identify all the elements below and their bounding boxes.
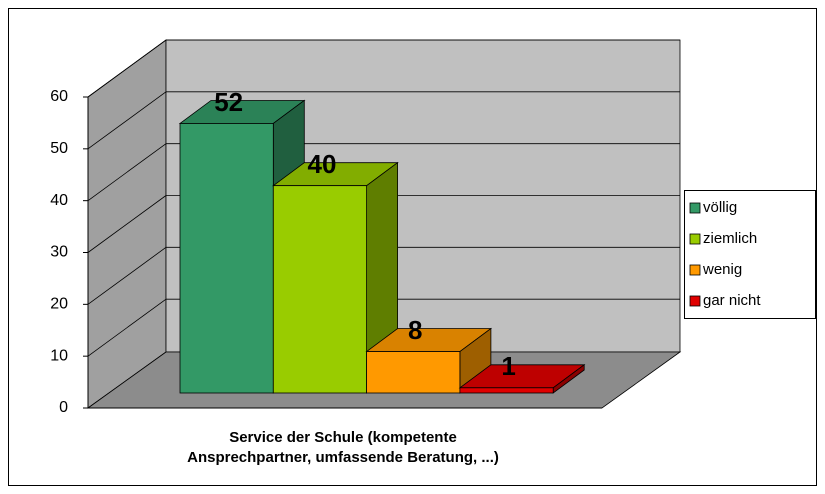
legend xyxy=(684,190,816,319)
bar xyxy=(365,327,493,394)
y-tick-label: 30 xyxy=(50,244,68,261)
bar-front xyxy=(272,185,367,394)
bar-front xyxy=(179,123,274,394)
bar xyxy=(458,364,586,394)
bar-front xyxy=(366,351,461,394)
legend-label: ziemlich xyxy=(703,230,757,247)
legend-swatch xyxy=(689,295,701,307)
data-label: 8 xyxy=(408,315,422,345)
legend-label: völlig xyxy=(703,199,737,216)
y-tick-label: 10 xyxy=(50,347,68,364)
y-tick-label: 0 xyxy=(59,399,68,416)
y-tick-label: 50 xyxy=(50,140,68,157)
grid-line xyxy=(87,39,167,98)
data-label: 1 xyxy=(501,351,515,381)
grid-line xyxy=(87,91,167,150)
data-label: 52 xyxy=(214,87,243,117)
x-tick-label: Service der Schule (kompetente Ansprechp… xyxy=(187,429,499,466)
y-tick-label: 20 xyxy=(50,296,68,313)
bar-front xyxy=(459,387,554,394)
legend-swatch xyxy=(689,264,701,276)
y-tick-label: 40 xyxy=(50,192,68,209)
legend-swatch xyxy=(689,233,701,245)
legend-swatch xyxy=(689,202,701,214)
grid-line xyxy=(87,143,167,201)
legend-label: wenig xyxy=(702,261,742,278)
grid-line xyxy=(87,247,167,305)
data-label: 40 xyxy=(307,149,336,179)
y-tick-label: 60 xyxy=(50,88,68,105)
legend-label: gar nicht xyxy=(703,292,761,309)
grid-line xyxy=(87,195,167,253)
grid-line xyxy=(87,298,167,357)
